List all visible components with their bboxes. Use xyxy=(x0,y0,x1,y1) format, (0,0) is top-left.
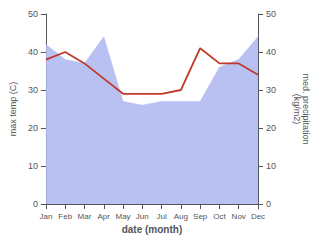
svg-text:Dec: Dec xyxy=(251,212,265,221)
svg-text:Sep: Sep xyxy=(193,212,208,221)
svg-text:max temp (C): max temp (C) xyxy=(8,82,18,137)
svg-text:30: 30 xyxy=(266,85,276,95)
svg-text:10: 10 xyxy=(266,161,276,171)
svg-text:50: 50 xyxy=(266,9,276,19)
svg-text:Jan: Jan xyxy=(39,212,52,221)
svg-text:30: 30 xyxy=(28,85,38,95)
svg-text:0: 0 xyxy=(266,199,271,209)
svg-text:Jul: Jul xyxy=(156,212,166,221)
svg-text:May: May xyxy=(115,212,130,221)
svg-text:40: 40 xyxy=(266,47,276,57)
svg-text:med. precipitation: med. precipitation xyxy=(300,73,311,145)
svg-text:Nov: Nov xyxy=(232,212,246,221)
svg-text:(kg/m2): (kg/m2) xyxy=(292,94,302,125)
svg-text:0: 0 xyxy=(33,199,38,209)
svg-text:Oct: Oct xyxy=(213,212,226,221)
svg-text:50: 50 xyxy=(28,9,38,19)
svg-text:Feb: Feb xyxy=(58,212,72,221)
svg-text:Jun: Jun xyxy=(136,212,149,221)
svg-text:Aug: Aug xyxy=(174,212,188,221)
svg-text:Mar: Mar xyxy=(78,212,92,221)
svg-text:date (month): date (month) xyxy=(122,224,183,235)
svg-text:Apr: Apr xyxy=(98,212,111,221)
svg-text:10: 10 xyxy=(28,161,38,171)
svg-text:20: 20 xyxy=(266,123,276,133)
svg-text:40: 40 xyxy=(28,47,38,57)
svg-text:20: 20 xyxy=(28,123,38,133)
